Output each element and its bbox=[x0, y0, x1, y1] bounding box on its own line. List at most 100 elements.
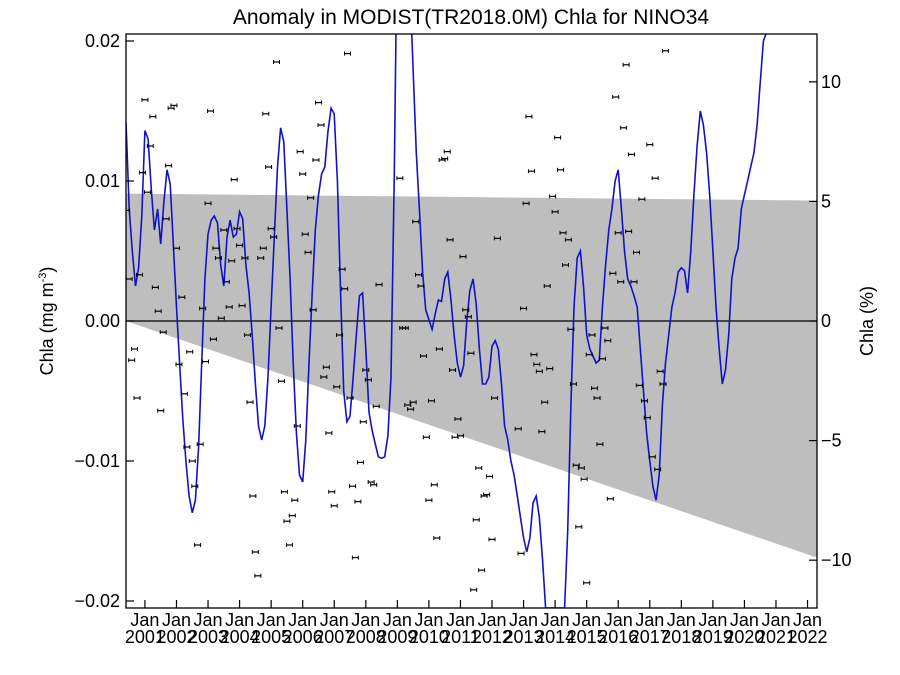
monthly-point bbox=[580, 477, 588, 482]
monthly-point bbox=[359, 419, 367, 424]
monthly-point bbox=[246, 400, 254, 405]
monthly-point bbox=[336, 333, 344, 337]
x-tick-year-label: 2014 bbox=[535, 627, 575, 647]
x-tick-year-label: 2020 bbox=[724, 627, 764, 647]
monthly-point bbox=[572, 463, 580, 468]
x-tick-month-label: Jan bbox=[698, 610, 727, 630]
monthly-point bbox=[175, 362, 183, 367]
monthly-point bbox=[151, 285, 159, 290]
monthly-point bbox=[478, 568, 486, 573]
monthly-point bbox=[593, 396, 601, 400]
monthly-point bbox=[483, 492, 491, 497]
x-tick-month-label: Jan bbox=[257, 610, 286, 630]
y-right-tick-label: 0 bbox=[821, 311, 831, 331]
monthly-point bbox=[291, 498, 299, 503]
monthly-point bbox=[370, 482, 378, 487]
monthly-point bbox=[612, 95, 620, 99]
monthly-point bbox=[220, 228, 228, 232]
monthly-point bbox=[209, 337, 217, 342]
monthly-point bbox=[225, 305, 233, 309]
monthly-point bbox=[396, 176, 404, 181]
x-tick-month-label: Jan bbox=[477, 610, 506, 630]
x-tick-year-label: 2008 bbox=[346, 627, 386, 647]
y-left-tick-label: −0.02 bbox=[74, 591, 120, 611]
monthly-point bbox=[341, 286, 349, 291]
monthly-point bbox=[646, 142, 654, 147]
monthly-point bbox=[491, 396, 499, 400]
x-tick-month-label: Jan bbox=[793, 610, 822, 630]
x-tick-year-label: 2015 bbox=[567, 627, 607, 647]
monthly-point bbox=[154, 309, 162, 314]
monthly-point bbox=[464, 314, 472, 319]
monthly-point bbox=[257, 256, 265, 260]
y-left-tick-label: 0.02 bbox=[85, 31, 120, 51]
x-tick-year-label: 2009 bbox=[377, 627, 417, 647]
monthly-point bbox=[556, 167, 564, 172]
monthly-point bbox=[304, 250, 312, 255]
x-tick-month-label: Jan bbox=[761, 610, 790, 630]
x-tick-month-label: Jan bbox=[446, 610, 475, 630]
monthly-point bbox=[285, 543, 293, 547]
monthly-point bbox=[656, 369, 664, 374]
monthly-point bbox=[243, 333, 251, 337]
monthly-point bbox=[343, 51, 351, 56]
monthly-point bbox=[254, 573, 262, 578]
x-tick-month-label: Jan bbox=[572, 610, 601, 630]
monthly-point bbox=[167, 106, 175, 111]
monthly-point bbox=[141, 97, 149, 102]
monthly-point bbox=[585, 352, 593, 357]
monthly-point bbox=[259, 246, 267, 251]
y-right-tick-label: −5 bbox=[821, 431, 842, 451]
monthly-point bbox=[562, 263, 570, 267]
monthly-point bbox=[493, 236, 501, 241]
monthly-point bbox=[591, 386, 599, 391]
monthly-point bbox=[404, 403, 412, 407]
monthly-point bbox=[443, 149, 451, 154]
monthly-point bbox=[362, 368, 370, 372]
monthly-point bbox=[456, 433, 464, 438]
monthly-point bbox=[577, 466, 585, 470]
x-tick-year-label: 2012 bbox=[472, 627, 512, 647]
x-tick-month-label: Jan bbox=[667, 610, 696, 630]
monthly-point bbox=[412, 219, 420, 224]
monthly-point bbox=[530, 352, 538, 357]
x-tick-month-label: Jan bbox=[194, 610, 223, 630]
monthly-point bbox=[420, 354, 428, 358]
monthly-point bbox=[430, 482, 438, 487]
monthly-point bbox=[146, 144, 154, 148]
x-tick-month-label: Jan bbox=[730, 610, 759, 630]
monthly-point bbox=[470, 587, 478, 592]
monthly-point bbox=[314, 100, 322, 105]
monthly-point bbox=[601, 326, 609, 330]
monthly-point bbox=[662, 48, 670, 53]
monthly-point bbox=[196, 442, 204, 447]
monthly-point bbox=[375, 282, 383, 287]
monthly-point bbox=[325, 431, 333, 435]
monthly-point bbox=[454, 417, 462, 421]
monthly-point bbox=[275, 326, 283, 330]
monthly-point bbox=[546, 366, 554, 371]
monthly-point bbox=[172, 246, 180, 251]
monthly-point bbox=[541, 400, 549, 405]
x-tick-month-label: Jan bbox=[288, 610, 317, 630]
monthly-point bbox=[170, 103, 178, 108]
monthly-point bbox=[627, 152, 635, 157]
monthly-point bbox=[643, 415, 651, 420]
y-right-tick-label: 10 bbox=[821, 72, 841, 92]
y-axis-left-label-sup: -3 bbox=[37, 273, 49, 283]
x-tick-year-label: 2010 bbox=[409, 627, 449, 647]
monthly-point bbox=[633, 250, 641, 255]
monthly-point bbox=[638, 197, 646, 202]
monthly-point bbox=[488, 537, 496, 542]
monthly-point bbox=[296, 149, 304, 154]
monthly-point bbox=[614, 230, 622, 235]
y-left-tick-label: −0.01 bbox=[74, 451, 120, 471]
monthly-point bbox=[278, 379, 286, 384]
monthly-point bbox=[575, 524, 583, 529]
monthly-point bbox=[312, 158, 320, 162]
x-tick-year-label: 2001 bbox=[125, 627, 165, 647]
monthly-point bbox=[640, 398, 648, 403]
x-tick-month-label: Jan bbox=[162, 610, 191, 630]
monthly-point bbox=[349, 484, 357, 489]
